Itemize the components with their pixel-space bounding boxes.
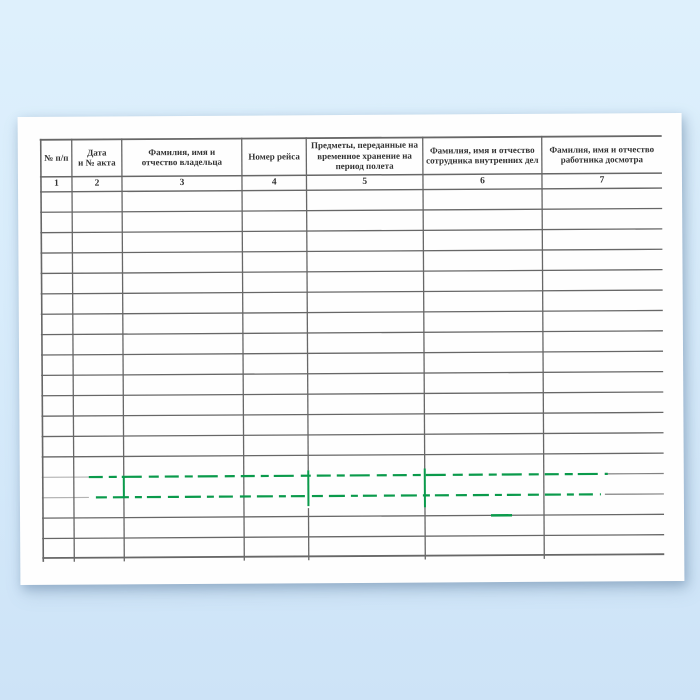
column-header-cell-5: Предметы, переданные на временное хранен… (306, 137, 423, 176)
column-number-4: 4 (271, 177, 277, 188)
column-number-1: 1 (54, 178, 59, 189)
column-header-text-7: Фамилия, имя и отчество работника досмот… (549, 143, 655, 165)
column-number-7: 7 (599, 175, 605, 186)
column-header-cell-3: Фамилия, имя и отчество владельца (122, 138, 242, 177)
table-grid-lines (39, 135, 665, 562)
column-header-text-2: Дата и № акта (78, 146, 116, 168)
document-sheet: № п/п Дата и № акта Фамилия, имя и отчес… (17, 112, 685, 586)
column-number-6: 6 (480, 176, 485, 187)
column-header-cell-1: № п/п (41, 139, 72, 177)
register-table: № п/п Дата и № акта Фамилия, имя и отчес… (39, 135, 665, 562)
column-number-2: 2 (94, 178, 100, 189)
column-header-text-5: Предметы, переданные на временное хранен… (310, 139, 419, 172)
column-header-cell-7: Фамилия, имя и отчество работника досмот… (542, 135, 662, 174)
column-header-text-6: Фамилия, имя и отчество сотрудника внутр… (426, 144, 539, 166)
column-header-text-1: № п/п (44, 152, 69, 163)
column-header-cell-6: Фамилия, имя и отчество сотрудника внутр… (423, 136, 542, 175)
column-header-cell-4: Номер рейса (242, 137, 307, 175)
column-header-text-3: Фамилия, имя и отчество владельца (141, 146, 223, 168)
column-header-text-4: Номер рейса (248, 151, 300, 162)
column-number-3: 3 (179, 178, 185, 189)
column-number-5: 5 (362, 176, 368, 187)
column-header-cell-2: Дата и № акта (72, 138, 122, 176)
